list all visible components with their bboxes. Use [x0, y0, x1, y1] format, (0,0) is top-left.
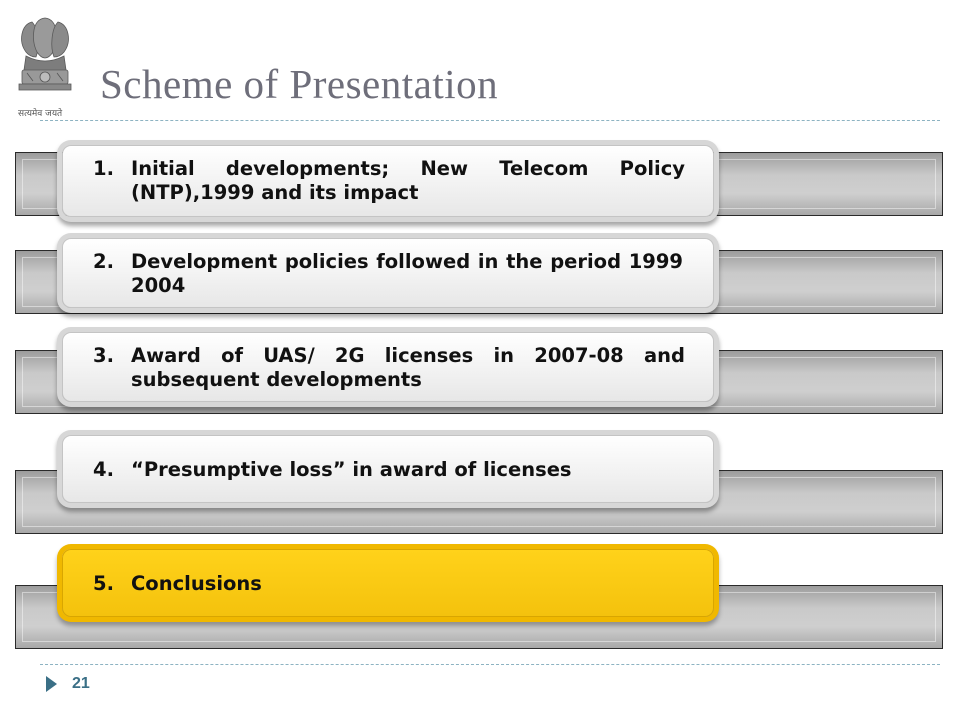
agenda-item-number: 1. — [93, 157, 114, 180]
agenda-item-text: Award of UAS/ 2G licenses in 2007-08 and… — [131, 344, 685, 391]
agenda-item-3[interactable]: 3. Award of UAS/ 2G licenses in 2007-08 … — [62, 332, 714, 402]
agenda-item-5[interactable]: 5. Conclusions — [62, 549, 714, 617]
agenda-item-text: Development policies followed in the per… — [131, 250, 683, 297]
footer-divider — [40, 664, 940, 665]
page-number: 21 — [72, 675, 90, 692]
national-emblem-logo — [18, 17, 72, 91]
agenda-item-number: 3. — [93, 344, 114, 367]
agenda-item-text: Initial developments; New Telecom Policy… — [131, 157, 685, 204]
agenda-item-text: Conclusions — [131, 572, 262, 595]
agenda-item-number: 2. — [93, 250, 114, 273]
agenda-item-text: “Presumptive loss” in award of licenses — [131, 458, 572, 481]
slide-title: Scheme of Presentation — [100, 61, 499, 107]
title-divider — [40, 120, 940, 121]
triangle-marker-icon — [46, 676, 57, 692]
agenda-item-number: 4. — [93, 458, 114, 481]
agenda-item-1[interactable]: 1. Initial developments; New Telecom Pol… — [62, 145, 714, 217]
agenda-item-2[interactable]: 2. Development policies followed in the … — [62, 238, 714, 308]
agenda-item-number: 5. — [93, 572, 114, 595]
emblem-motto: सत्यमेव जयते — [18, 109, 63, 119]
agenda-item-4[interactable]: 4. “Presumptive loss” in award of licens… — [62, 435, 714, 503]
